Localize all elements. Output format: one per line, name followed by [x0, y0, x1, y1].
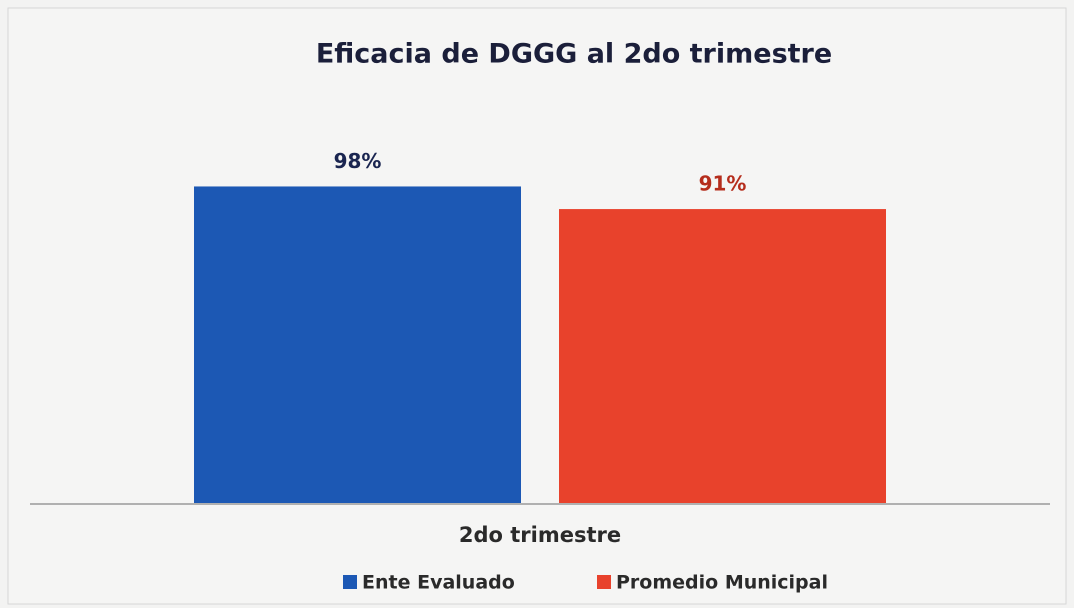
data-label: 98% [334, 149, 382, 173]
legend-label: Promedio Municipal [616, 572, 828, 594]
legend-swatch [597, 575, 611, 589]
bar [559, 209, 886, 503]
legend-swatch [343, 575, 357, 589]
bar [194, 186, 521, 503]
legend-label: Ente Evaluado [362, 572, 515, 594]
x-tick-label: 2do trimestre [459, 523, 621, 547]
chart-title: Eficacia de DGGG al 2do trimestre [316, 39, 832, 70]
chart-frame [7, 7, 1067, 605]
data-label: 91% [699, 172, 747, 196]
